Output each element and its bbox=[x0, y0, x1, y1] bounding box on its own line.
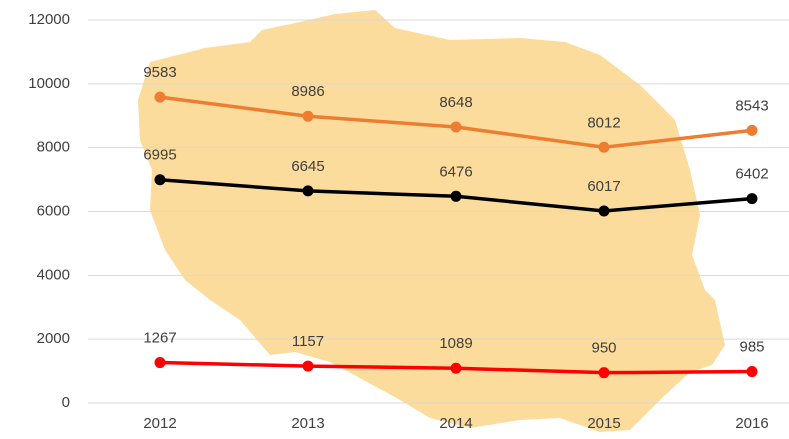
point bbox=[302, 185, 314, 197]
point bbox=[598, 141, 610, 153]
x-tick-label: 2016 bbox=[735, 415, 768, 432]
data-label: 6645 bbox=[291, 158, 324, 175]
x-tick-label: 2013 bbox=[291, 415, 324, 432]
data-label: 1157 bbox=[292, 333, 324, 350]
data-label: 6476 bbox=[439, 163, 472, 180]
x-tick-label: 2014 bbox=[439, 415, 472, 432]
data-label: 985 bbox=[739, 339, 764, 356]
point bbox=[746, 366, 758, 378]
point bbox=[450, 121, 462, 133]
point bbox=[302, 110, 314, 122]
y-tick-label: 10000 bbox=[28, 75, 70, 92]
data-label: 950 bbox=[591, 340, 616, 357]
data-label: 8986 bbox=[291, 83, 324, 100]
data-label: 1267 bbox=[143, 330, 176, 347]
data-label: 6402 bbox=[735, 166, 768, 183]
data-label: 9583 bbox=[143, 64, 176, 81]
point bbox=[746, 124, 758, 136]
point bbox=[598, 205, 610, 217]
point bbox=[154, 357, 166, 369]
data-label: 8648 bbox=[439, 94, 472, 111]
point bbox=[154, 91, 166, 103]
data-label: 8012 bbox=[587, 114, 620, 131]
data-label: 6017 bbox=[587, 178, 620, 195]
x-tick-label: 2015 bbox=[587, 415, 620, 432]
y-tick-label: 4000 bbox=[37, 266, 70, 283]
point bbox=[746, 193, 758, 205]
y-tick-label: 6000 bbox=[37, 202, 70, 219]
point bbox=[302, 360, 314, 372]
y-tick-label: 8000 bbox=[37, 139, 70, 156]
point bbox=[598, 367, 610, 379]
y-tick-label: 0 bbox=[62, 394, 70, 411]
y-tick-label: 2000 bbox=[37, 330, 70, 347]
data-label: 8543 bbox=[735, 97, 768, 114]
point bbox=[450, 190, 462, 202]
point bbox=[154, 174, 166, 186]
point bbox=[450, 362, 462, 374]
data-label: 6995 bbox=[143, 147, 176, 164]
data-label: 1089 bbox=[439, 335, 472, 352]
map-background bbox=[138, 10, 725, 432]
x-tick-label: 2012 bbox=[143, 415, 176, 432]
y-tick-label: 12000 bbox=[28, 11, 70, 28]
